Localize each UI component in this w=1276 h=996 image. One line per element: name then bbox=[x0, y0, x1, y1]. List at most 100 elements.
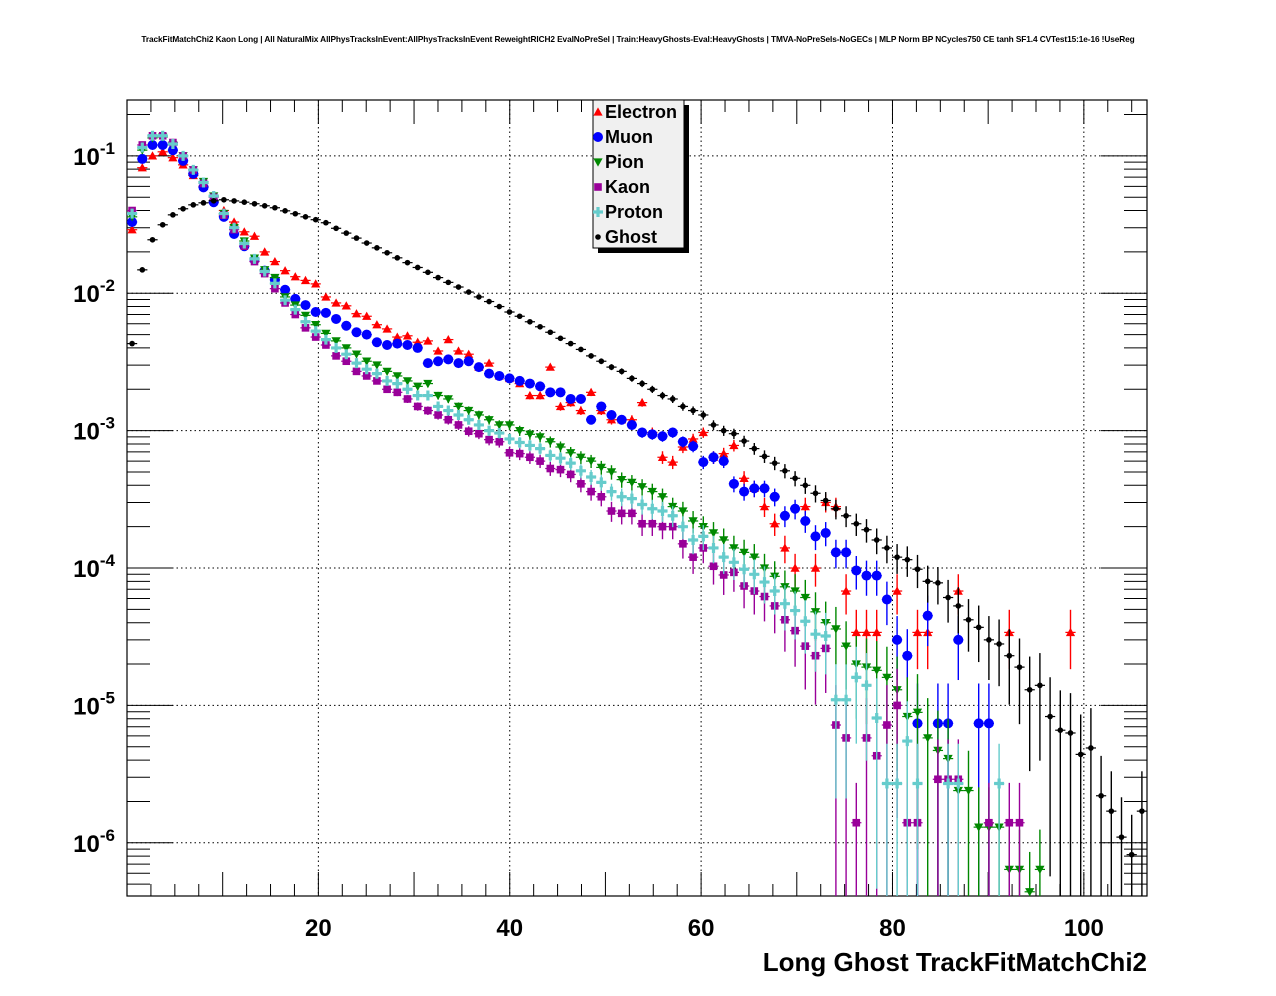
data-point bbox=[586, 414, 597, 425]
data-point bbox=[412, 264, 423, 271]
marker-small-circle bbox=[669, 396, 676, 402]
legend-entry-proton: Proton bbox=[593, 202, 663, 222]
data-point bbox=[586, 387, 597, 397]
data-point bbox=[137, 142, 148, 153]
data-point bbox=[320, 219, 331, 226]
marker-triangle-down bbox=[576, 453, 586, 462]
marker-triangle-down bbox=[402, 377, 413, 386]
data-point bbox=[392, 372, 403, 381]
data-point bbox=[433, 274, 444, 281]
data-point bbox=[392, 338, 403, 349]
data-point bbox=[871, 678, 882, 889]
marker-triangle-up bbox=[433, 346, 443, 355]
data-point bbox=[688, 406, 699, 415]
data-point bbox=[586, 353, 597, 359]
data-point bbox=[555, 441, 566, 454]
data-point bbox=[331, 337, 342, 346]
marker-small-circle bbox=[1139, 808, 1145, 814]
marker-square bbox=[475, 429, 483, 438]
marker-circle bbox=[851, 565, 862, 576]
data-point bbox=[239, 199, 250, 205]
data-point bbox=[708, 451, 719, 464]
marker-small-circle bbox=[404, 259, 411, 266]
data-point bbox=[361, 240, 372, 246]
data-point bbox=[320, 307, 331, 318]
marker-triangle-up bbox=[331, 298, 341, 307]
marker-circle bbox=[280, 284, 291, 295]
marker-small-circle bbox=[333, 225, 339, 232]
data-point bbox=[881, 743, 892, 896]
data-point bbox=[341, 320, 352, 331]
marker-cross bbox=[739, 564, 750, 575]
data-point bbox=[402, 259, 413, 266]
marker-circle bbox=[443, 354, 454, 365]
marker-small-circle bbox=[1057, 727, 1064, 734]
marker-small-circle bbox=[741, 438, 747, 444]
marker-cross bbox=[881, 778, 892, 789]
legend-entry-electron: Electron bbox=[593, 102, 677, 122]
marker-circle bbox=[433, 356, 444, 367]
marker-small-circle bbox=[343, 230, 350, 236]
marker-triangle-up bbox=[739, 473, 749, 482]
y-tick-label: 10-6 bbox=[73, 826, 115, 858]
marker-triangle-down bbox=[688, 517, 698, 526]
data-point bbox=[300, 214, 311, 220]
data-point bbox=[463, 289, 474, 295]
data-point bbox=[259, 266, 270, 277]
marker-square bbox=[587, 487, 595, 496]
data-point bbox=[127, 208, 138, 219]
marker-circle bbox=[810, 531, 821, 542]
marker-small-circle bbox=[945, 594, 951, 601]
marker-small-circle bbox=[323, 219, 329, 226]
data-point bbox=[310, 333, 321, 341]
data-point bbox=[535, 381, 546, 392]
marker-small-circle bbox=[241, 199, 248, 205]
data-point bbox=[1136, 771, 1147, 896]
legend-label: Ghost bbox=[605, 227, 657, 247]
marker-circle bbox=[575, 393, 586, 404]
data-point bbox=[473, 419, 484, 430]
data-point bbox=[412, 342, 423, 353]
marker-triangle-up bbox=[790, 563, 800, 572]
marker-circle bbox=[392, 338, 403, 349]
data-point bbox=[637, 397, 648, 407]
data-point bbox=[912, 554, 923, 589]
y-tick-label: 10-3 bbox=[73, 414, 115, 446]
marker-small-circle bbox=[792, 475, 798, 482]
data-point bbox=[769, 488, 780, 507]
data-point bbox=[453, 420, 464, 430]
data-point bbox=[402, 395, 413, 403]
marker-circle bbox=[749, 483, 760, 494]
marker-triangle-down bbox=[464, 406, 474, 416]
data-point bbox=[769, 456, 780, 471]
marker-triangle-down bbox=[372, 361, 382, 370]
marker-triangle-down bbox=[606, 468, 617, 477]
marker-circle bbox=[147, 139, 158, 150]
data-point bbox=[453, 284, 464, 290]
marker-cross bbox=[167, 138, 178, 149]
data-point bbox=[555, 335, 566, 342]
marker-cross bbox=[759, 577, 770, 588]
data-point bbox=[484, 298, 495, 305]
data-point bbox=[983, 616, 994, 681]
data-point bbox=[524, 378, 535, 389]
data-point bbox=[280, 208, 291, 214]
marker-triangle-up bbox=[586, 387, 596, 397]
marker-cross bbox=[545, 450, 556, 461]
marker-small-circle bbox=[210, 197, 217, 204]
data-point bbox=[800, 477, 811, 494]
marker-triangle-down bbox=[494, 421, 504, 430]
marker-small-circle bbox=[629, 375, 635, 382]
legend-label: Proton bbox=[605, 202, 663, 222]
y-tick-exponent: -1 bbox=[100, 139, 115, 158]
marker-circle bbox=[616, 414, 627, 425]
marker-circle bbox=[871, 570, 882, 581]
data-point bbox=[514, 437, 525, 449]
marker-square bbox=[893, 701, 901, 710]
marker-triangle-down bbox=[515, 426, 525, 436]
data-point bbox=[973, 787, 984, 896]
x-tick-label: 40 bbox=[496, 915, 523, 942]
data-point bbox=[698, 410, 709, 420]
marker-circle bbox=[586, 414, 597, 425]
data-point bbox=[167, 153, 178, 162]
